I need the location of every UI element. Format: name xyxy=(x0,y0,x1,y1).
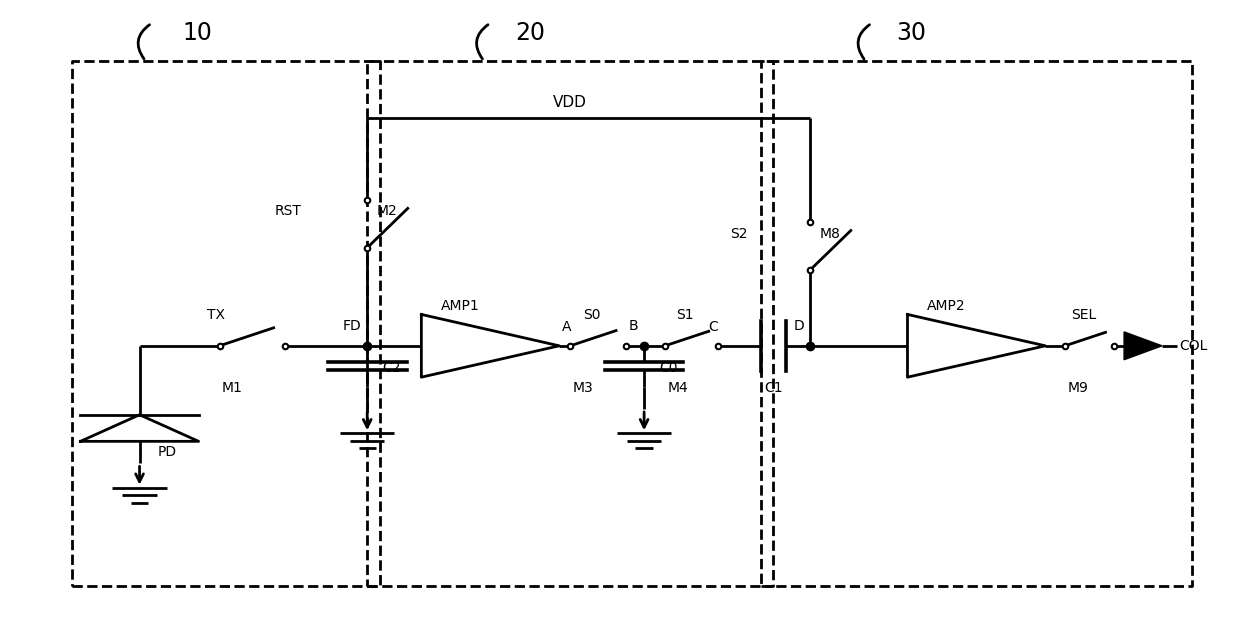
Text: SEL: SEL xyxy=(1070,308,1097,322)
Text: RST: RST xyxy=(275,204,302,219)
Text: 30: 30 xyxy=(896,21,927,46)
Text: D: D xyxy=(793,319,804,333)
Text: C1: C1 xyxy=(764,381,783,395)
Text: M3: M3 xyxy=(572,381,593,395)
Text: M4: M4 xyxy=(668,381,688,395)
Text: AMP1: AMP1 xyxy=(441,299,479,313)
Text: COL: COL xyxy=(1180,339,1208,353)
Text: PD: PD xyxy=(159,444,177,458)
Text: A: A xyxy=(561,320,571,335)
Text: S2: S2 xyxy=(730,226,748,240)
Text: B: B xyxy=(628,319,638,333)
Polygon shape xyxy=(1124,332,1162,360)
Text: M9: M9 xyxy=(1068,381,1088,395)
Text: 20: 20 xyxy=(515,21,545,46)
Text: VDD: VDD xyxy=(554,96,587,110)
Text: TX: TX xyxy=(207,308,225,322)
Text: C0: C0 xyxy=(659,361,678,375)
Text: S1: S1 xyxy=(676,308,694,322)
Text: M2: M2 xyxy=(377,204,398,219)
Text: S0: S0 xyxy=(584,308,601,322)
Text: M1: M1 xyxy=(222,381,243,395)
Text: M8: M8 xyxy=(820,226,841,240)
Text: C2: C2 xyxy=(382,361,400,375)
Text: FD: FD xyxy=(342,319,361,333)
Text: C: C xyxy=(709,320,717,335)
Text: 10: 10 xyxy=(182,21,212,46)
Text: AMP2: AMP2 xyxy=(927,299,965,313)
